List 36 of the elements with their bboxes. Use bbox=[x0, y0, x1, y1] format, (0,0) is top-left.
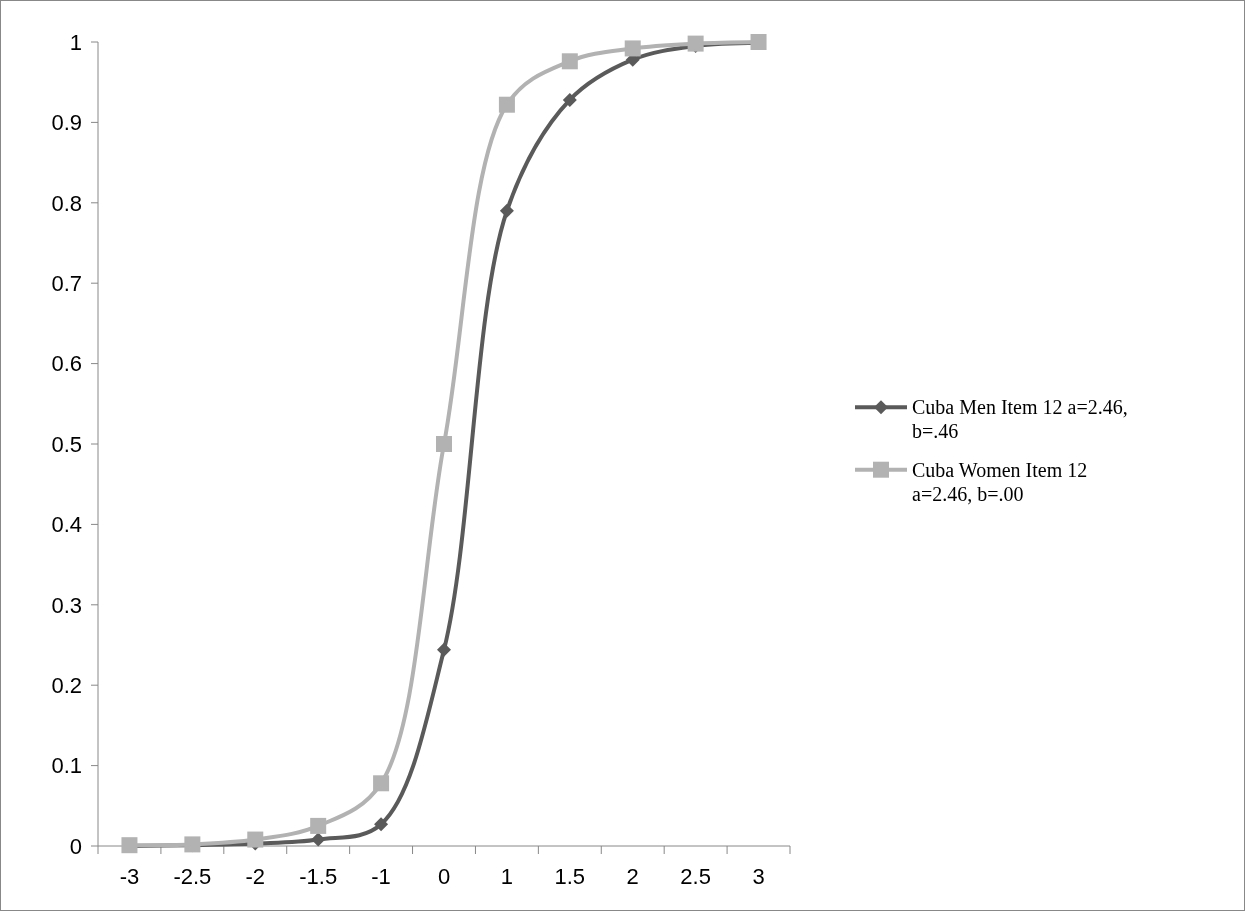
y-tick-label: 0.1 bbox=[51, 753, 82, 779]
x-tick-label: -2 bbox=[245, 864, 266, 889]
y-tick-label: 0.4 bbox=[51, 512, 82, 538]
x-tick-label: -3 bbox=[119, 864, 140, 889]
point bbox=[373, 775, 390, 792]
x-tick-label: -2.5 bbox=[173, 864, 212, 889]
x-tick-label: 1.5 bbox=[554, 864, 586, 889]
x-tick-label: 2.5 bbox=[680, 864, 711, 889]
y-tick-label: 0 bbox=[69, 833, 82, 859]
y-tick-label: 0.6 bbox=[51, 351, 82, 377]
x-tick-label: -1 bbox=[371, 864, 391, 889]
point bbox=[562, 92, 577, 107]
y-tick-label: 0.9 bbox=[51, 110, 82, 136]
y-tick-label: 0.8 bbox=[51, 190, 82, 216]
y-tick-label: 0.7 bbox=[51, 270, 82, 296]
point bbox=[498, 96, 515, 113]
point bbox=[374, 817, 389, 832]
x-tick-label: 1 bbox=[500, 864, 514, 889]
point bbox=[437, 642, 451, 657]
point bbox=[311, 832, 326, 847]
x-tick-label: 0 bbox=[437, 864, 451, 889]
point bbox=[310, 817, 327, 834]
x-tick-label: 2 bbox=[626, 864, 639, 889]
point bbox=[561, 53, 578, 70]
point bbox=[436, 436, 452, 452]
point bbox=[499, 203, 514, 218]
y-tick-label: 0.2 bbox=[51, 672, 82, 698]
legend-label: Cuba Women Item 12 a=2.46, b=.00 bbox=[912, 458, 1088, 505]
point bbox=[687, 35, 704, 52]
x-tick-label: -1.5 bbox=[299, 864, 338, 889]
y-tick-label: 0.5 bbox=[51, 431, 82, 457]
legend-label: Cuba Men Item 12 a=2.46, b=.46 bbox=[912, 396, 1128, 443]
y-tick-label: 1 bbox=[69, 29, 82, 55]
point bbox=[624, 40, 641, 57]
y-tick-label: 0.3 bbox=[51, 592, 82, 618]
x-tick-label: 3 bbox=[752, 864, 765, 889]
